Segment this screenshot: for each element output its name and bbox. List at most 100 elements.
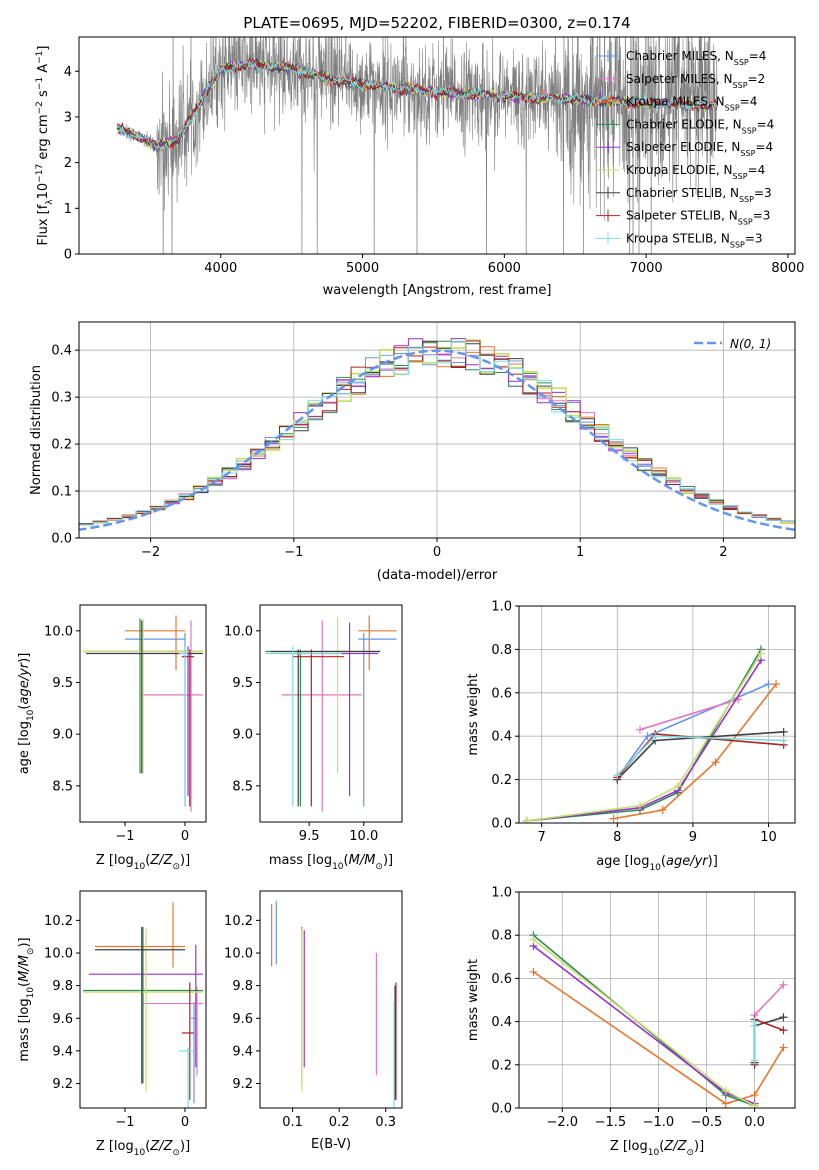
age-vs-Z-axes: −1 0 8.5 9.0 9.5 10.0 bbox=[44, 624, 189, 844]
weight-point-8 bbox=[750, 1056, 759, 1065]
weight-point-2 bbox=[658, 805, 667, 814]
legend-label-1: Salpeter MILES, NSSP=2 bbox=[626, 72, 765, 90]
age-vs-Z-ylabel: age [log10(age/yr)] bbox=[17, 653, 36, 775]
x-tick-label: 1 bbox=[576, 545, 584, 560]
y-tick-label: 0.2 bbox=[491, 773, 512, 788]
x-tick-label: 2 bbox=[719, 545, 727, 560]
y-tick-label: 0.8 bbox=[491, 643, 512, 658]
errorbar-point-1 bbox=[143, 620, 203, 812]
weight-line-3 bbox=[532, 934, 755, 1107]
weight-point-8 bbox=[750, 1021, 759, 1030]
x-tick-label: −1 bbox=[115, 1115, 134, 1130]
model-fit-8 bbox=[117, 59, 718, 151]
y-tick-label: 0.4 bbox=[491, 1015, 512, 1030]
y-tick-label: 0.4 bbox=[51, 344, 72, 359]
weight-point-6 bbox=[779, 727, 788, 736]
legend-label-7: Salpeter STELIB, NSSP=3 bbox=[626, 209, 770, 227]
weight-vs-age-xlabel: age [log10(age/yr)] bbox=[596, 854, 718, 873]
weight-vs-age-ylabel: mass weight bbox=[466, 673, 481, 755]
spectrum-axes: 4000 5000 6000 7000 8000 0 1 2 3 4 bbox=[64, 65, 805, 276]
y-tick-label: 0.0 bbox=[491, 1102, 512, 1117]
errorbar-point-4 bbox=[276, 622, 378, 797]
y-tick-label: 0 bbox=[64, 248, 72, 263]
errorbar-point-6 bbox=[270, 649, 381, 807]
y-tick-label: 0.8 bbox=[491, 929, 512, 944]
y-tick-label: 0.2 bbox=[491, 1058, 512, 1073]
weight-point-5 bbox=[673, 782, 682, 791]
x-tick-label: 0 bbox=[433, 545, 441, 560]
y-tick-label: 0.0 bbox=[491, 817, 512, 832]
age-vs-mass-xlabel: mass [log10(M/M⊙)] bbox=[269, 853, 393, 872]
legend-label-3: Chabrier ELODIE, NSSP=4 bbox=[626, 117, 774, 135]
y-tick-label: 2 bbox=[64, 156, 72, 171]
residuals-frame bbox=[78, 321, 796, 539]
x-tick-label: −1.0 bbox=[643, 1115, 675, 1130]
weight-vs-age-frame bbox=[518, 605, 796, 824]
x-tick-label: −1 bbox=[115, 829, 134, 844]
y-tick-label: 9.6 bbox=[52, 1012, 73, 1027]
weight-point-5 bbox=[635, 801, 644, 810]
weight-line-1 bbox=[639, 698, 739, 731]
y-tick-label: 10.0 bbox=[224, 624, 253, 639]
age-vs-mass-frame bbox=[259, 604, 403, 823]
y-tick-label: 9.8 bbox=[52, 979, 73, 994]
y-tick-label: 0.3 bbox=[51, 391, 72, 406]
x-tick-label: −2 bbox=[141, 545, 160, 560]
weight-line-2 bbox=[613, 683, 777, 820]
weight-point-0 bbox=[764, 680, 773, 689]
errorbar-point-2 bbox=[358, 615, 397, 671]
x-tick-label: 0.1 bbox=[282, 1115, 303, 1130]
weight-point-8 bbox=[651, 732, 660, 741]
weight-point-2 bbox=[609, 814, 618, 823]
y-tick-label: 8.5 bbox=[52, 779, 73, 794]
weight-point-5 bbox=[756, 649, 765, 658]
x-tick-label: 6000 bbox=[488, 261, 521, 276]
x-tick-label: 5000 bbox=[346, 261, 379, 276]
legend-label-0: Chabrier MILES, NSSP=4 bbox=[626, 49, 766, 67]
x-tick-label: 7000 bbox=[630, 261, 663, 276]
legend-label-2: Kroupa MILES, NSSP=4 bbox=[626, 95, 757, 113]
errorbar-point-1 bbox=[143, 987, 203, 1076]
y-tick-label: 0.6 bbox=[491, 686, 512, 701]
weight-point-1 bbox=[635, 725, 644, 734]
errorbar-point-7 bbox=[182, 982, 194, 1100]
y-tick-label: 9.0 bbox=[52, 728, 73, 743]
weight-point-5 bbox=[721, 1086, 730, 1095]
legend-label-6: Chabrier STELIB, NSSP=3 bbox=[626, 186, 772, 204]
errorbar-point-1 bbox=[281, 620, 362, 812]
age-vs-mass-axes: 9.5 10.0 8.5 9.0 9.5 10.0 bbox=[224, 624, 378, 844]
errorbar-point-8 bbox=[179, 646, 188, 807]
y-tick-label: 0.4 bbox=[491, 730, 512, 745]
x-tick-label: 4000 bbox=[204, 261, 237, 276]
y-tick-label: 0.6 bbox=[491, 972, 512, 987]
x-tick-label: 0.3 bbox=[375, 1115, 396, 1130]
x-tick-label: −1 bbox=[284, 545, 303, 560]
x-tick-label: 0.0 bbox=[744, 1115, 765, 1130]
x-tick-label: −0.5 bbox=[691, 1115, 723, 1130]
x-tick-label: 9 bbox=[689, 830, 697, 845]
y-tick-label: 1.0 bbox=[491, 886, 512, 901]
x-tick-label: 10 bbox=[760, 830, 777, 845]
errorbar-point-3 bbox=[83, 926, 203, 1084]
y-tick-label: 9.2 bbox=[232, 1077, 253, 1092]
legend-label-5: Kroupa ELODIE, NSSP=4 bbox=[626, 163, 765, 181]
x-tick-label: −1.5 bbox=[595, 1115, 627, 1130]
mass-vs-ebv-frame bbox=[259, 890, 403, 1109]
errorbar-point-7 bbox=[182, 649, 194, 807]
weight-point-5 bbox=[529, 935, 538, 944]
y-tick-label: 9.6 bbox=[232, 1012, 253, 1027]
weight-point-8 bbox=[779, 736, 788, 745]
weight-point-5 bbox=[750, 1101, 759, 1108]
y-tick-label: 10.0 bbox=[44, 947, 73, 962]
errorbar-point-8 bbox=[265, 646, 342, 807]
weight-point-0 bbox=[643, 732, 652, 741]
x-tick-label: 8000 bbox=[771, 261, 804, 276]
y-tick-label: 10.0 bbox=[44, 624, 73, 639]
y-tick-label: 9.5 bbox=[232, 676, 253, 691]
weight-vs-Z-axes: −2.0 −1.5 −1.0 −0.5 0.0 0.0 0.2 0.4 0.6 0.8 1.0 bbox=[491, 886, 795, 1130]
x-tick-label: 8 bbox=[613, 830, 621, 845]
weight-point-5 bbox=[522, 816, 531, 823]
weight-line-5 bbox=[532, 938, 755, 1107]
gaussian-reference-curve bbox=[79, 349, 795, 532]
